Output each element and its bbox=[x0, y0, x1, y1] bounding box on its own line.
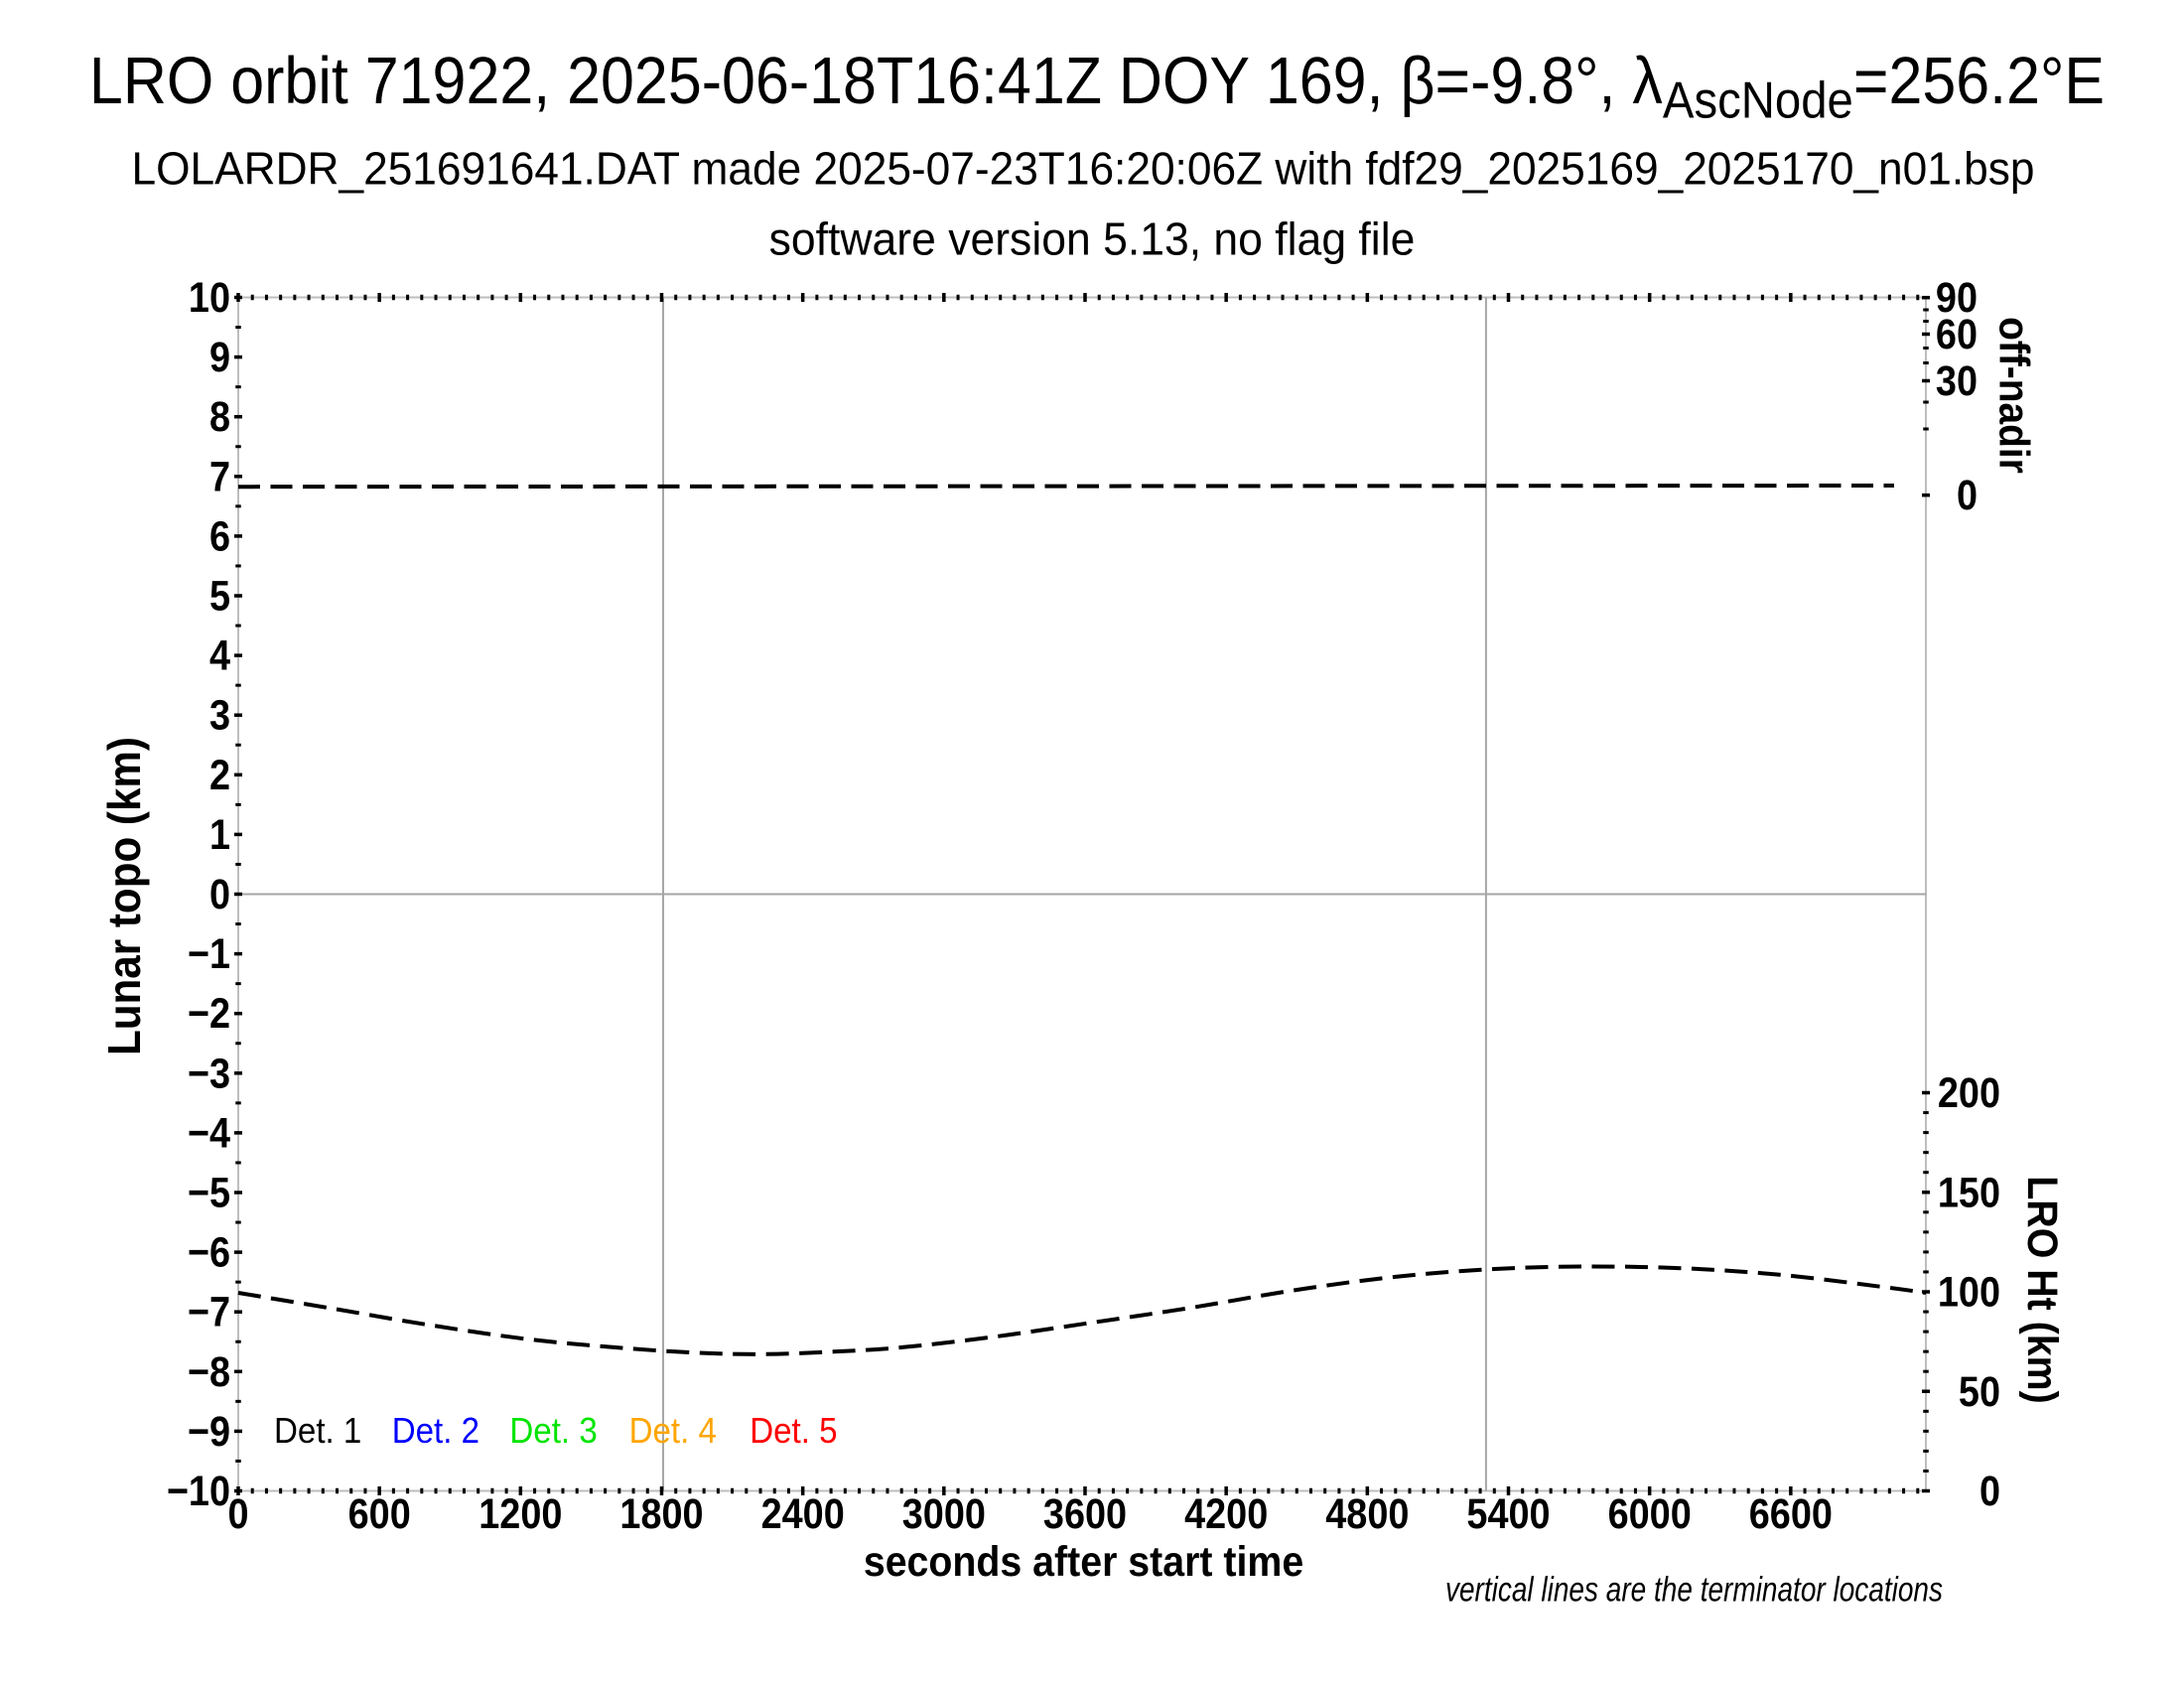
svg-text:−2: −2 bbox=[188, 989, 230, 1038]
svg-text:−3: −3 bbox=[188, 1049, 230, 1097]
svg-text:Det. 1: Det. 1 bbox=[274, 1412, 361, 1452]
svg-text:4800: 4800 bbox=[1325, 1489, 1409, 1538]
svg-text:90: 90 bbox=[1936, 273, 1978, 322]
svg-text:50: 50 bbox=[1959, 1366, 2000, 1415]
svg-text:600: 600 bbox=[348, 1489, 411, 1538]
svg-text:0: 0 bbox=[1957, 471, 1978, 519]
svg-text:5400: 5400 bbox=[1466, 1489, 1550, 1538]
svg-text:LRO orbit 71922, 2025-06-18T16: LRO orbit 71922, 2025-06-18T16:41Z DOY 1… bbox=[89, 43, 2105, 129]
svg-text:10: 10 bbox=[189, 273, 230, 322]
svg-text:6600: 6600 bbox=[1749, 1489, 1833, 1538]
svg-text:seconds after start time: seconds after start time bbox=[864, 1537, 1303, 1585]
svg-text:3600: 3600 bbox=[1043, 1489, 1127, 1538]
svg-text:7: 7 bbox=[209, 452, 230, 500]
svg-text:3: 3 bbox=[209, 690, 230, 739]
svg-text:150: 150 bbox=[1938, 1168, 2000, 1216]
svg-text:0: 0 bbox=[209, 870, 230, 918]
svg-text:−1: −1 bbox=[188, 929, 230, 978]
svg-text:2: 2 bbox=[209, 751, 230, 799]
svg-text:vertical lines are the termina: vertical lines are the terminator locati… bbox=[1445, 1569, 1943, 1609]
svg-text:off-nadir: off-nadir bbox=[1990, 317, 2038, 474]
svg-text:−10: −10 bbox=[167, 1467, 230, 1515]
svg-text:−6: −6 bbox=[188, 1227, 230, 1276]
svg-text:Det. 5: Det. 5 bbox=[750, 1412, 837, 1452]
svg-text:100: 100 bbox=[1938, 1267, 2000, 1316]
svg-text:5: 5 bbox=[209, 571, 230, 620]
svg-text:−7: −7 bbox=[188, 1287, 230, 1336]
svg-text:Det. 2: Det. 2 bbox=[392, 1412, 479, 1452]
svg-text:6: 6 bbox=[209, 511, 230, 560]
svg-text:Det. 3: Det. 3 bbox=[509, 1412, 597, 1452]
svg-text:0: 0 bbox=[227, 1489, 248, 1538]
svg-text:Det. 4: Det. 4 bbox=[629, 1412, 717, 1452]
svg-text:1: 1 bbox=[209, 810, 230, 859]
svg-text:9: 9 bbox=[209, 333, 230, 381]
svg-text:−9: −9 bbox=[188, 1407, 230, 1456]
svg-text:4: 4 bbox=[209, 631, 230, 679]
svg-text:1200: 1200 bbox=[478, 1489, 562, 1538]
svg-text:1800: 1800 bbox=[619, 1489, 703, 1538]
svg-text:3000: 3000 bbox=[902, 1489, 986, 1538]
svg-text:2400: 2400 bbox=[761, 1489, 845, 1538]
svg-text:6000: 6000 bbox=[1608, 1489, 1692, 1538]
svg-text:60: 60 bbox=[1936, 310, 1978, 358]
svg-text:30: 30 bbox=[1936, 356, 1978, 405]
svg-text:−4: −4 bbox=[188, 1108, 231, 1157]
svg-text:software version 5.13, no flag: software version 5.13, no flag file bbox=[769, 213, 1416, 265]
svg-text:LOLARDR_251691641.DAT made 202: LOLARDR_251691641.DAT made 2025-07-23T16… bbox=[132, 143, 2035, 195]
svg-text:4200: 4200 bbox=[1184, 1489, 1268, 1538]
svg-text:0: 0 bbox=[1979, 1467, 2000, 1515]
svg-text:−5: −5 bbox=[188, 1168, 230, 1216]
svg-text:200: 200 bbox=[1938, 1068, 2000, 1117]
svg-text:LRO Ht (km): LRO Ht (km) bbox=[2019, 1176, 2067, 1403]
svg-text:−8: −8 bbox=[188, 1347, 230, 1396]
svg-text:8: 8 bbox=[209, 392, 230, 441]
svg-text:Lunar topo (km): Lunar topo (km) bbox=[99, 737, 150, 1055]
